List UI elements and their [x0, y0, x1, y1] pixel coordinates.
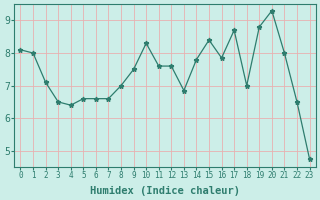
X-axis label: Humidex (Indice chaleur): Humidex (Indice chaleur)	[90, 186, 240, 196]
